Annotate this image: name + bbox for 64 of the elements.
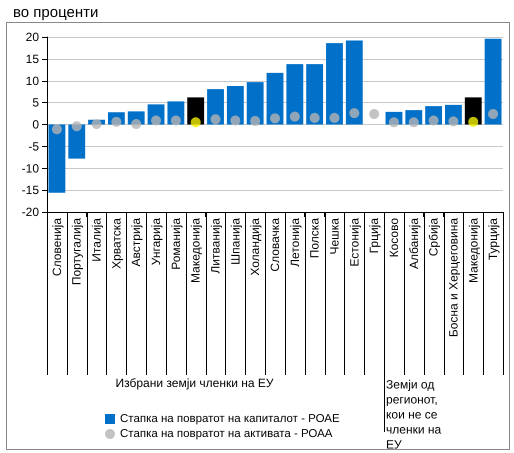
point — [468, 116, 478, 127]
point — [270, 113, 280, 124]
x-tick-label: Португалија — [70, 218, 84, 286]
point — [190, 117, 201, 128]
x-tick-label: Романија — [168, 218, 183, 270]
point — [250, 116, 260, 126]
legend-label: Стапка на повратот на капиталот - РОАЕ — [120, 413, 340, 425]
x-tick-label: Словачка — [268, 218, 282, 272]
x-tick-label: Турција — [486, 218, 500, 260]
bar — [266, 72, 284, 124]
point — [52, 124, 62, 134]
bar — [346, 40, 363, 124]
x-tick-label: Босна и Херцеговина — [446, 218, 460, 338]
y-tick-label: -10 — [22, 161, 40, 176]
x-tick-label: Естонија — [347, 218, 362, 267]
text: Земји од регионот, кои не се членки на ЕУ — [386, 378, 445, 452]
y-tick-label: -5 — [28, 139, 40, 154]
point — [369, 109, 380, 119]
y-tick-label: 5 — [32, 96, 40, 110]
y-tick-label: 0 — [32, 118, 40, 132]
x-tick-label: Австрија — [129, 218, 144, 266]
point — [210, 114, 221, 124]
x-tick-label: Унгарија — [149, 218, 164, 266]
x-tick-label: Холандија — [248, 218, 262, 276]
x-tick-label: Словенија — [50, 218, 64, 276]
x-tick-label: Шпанија — [228, 218, 242, 265]
bar — [286, 64, 304, 124]
x-tick-label: Италија — [90, 218, 104, 262]
x-tick-label: Грција — [367, 218, 382, 254]
point — [428, 116, 439, 126]
x-tick-label: Чешка — [327, 218, 342, 254]
point — [230, 116, 240, 126]
bar — [48, 124, 66, 193]
x-tick-label: Летонија — [288, 218, 302, 267]
legend-label: Стапка на повратот на активата - РОАА — [120, 428, 333, 440]
point — [131, 119, 142, 130]
point — [349, 108, 360, 118]
point — [170, 116, 181, 126]
point — [72, 121, 82, 132]
bar — [484, 38, 502, 124]
point — [310, 112, 320, 123]
point — [488, 109, 498, 119]
text: Избрани земји членки на ЕУ — [116, 376, 274, 390]
point — [290, 112, 300, 122]
y-tick-label: 10 — [26, 74, 40, 88]
x-tick-label: Косово — [386, 218, 401, 258]
point — [151, 116, 162, 126]
x-tick-label: Македонија — [188, 218, 203, 283]
x-tick-label: Полска — [308, 218, 322, 258]
x-tick-label: Србија — [426, 218, 441, 256]
x-tick-label: Хрватска — [109, 218, 124, 269]
x-tick-label: Литванија — [208, 218, 223, 274]
x-tick-label: Македонија — [466, 218, 480, 283]
point — [92, 119, 102, 130]
bar — [326, 43, 343, 124]
y-tick-label: -15 — [22, 183, 40, 198]
chart-title: во проценти — [13, 4, 98, 21]
point — [329, 112, 340, 123]
y-tick-label: 15 — [26, 52, 40, 66]
point — [448, 116, 458, 126]
bar — [306, 64, 324, 124]
x-tick-label: Албанија — [406, 218, 421, 269]
y-tick-label: 20 — [26, 30, 40, 44]
y-tick-label: -20 — [22, 205, 40, 219]
